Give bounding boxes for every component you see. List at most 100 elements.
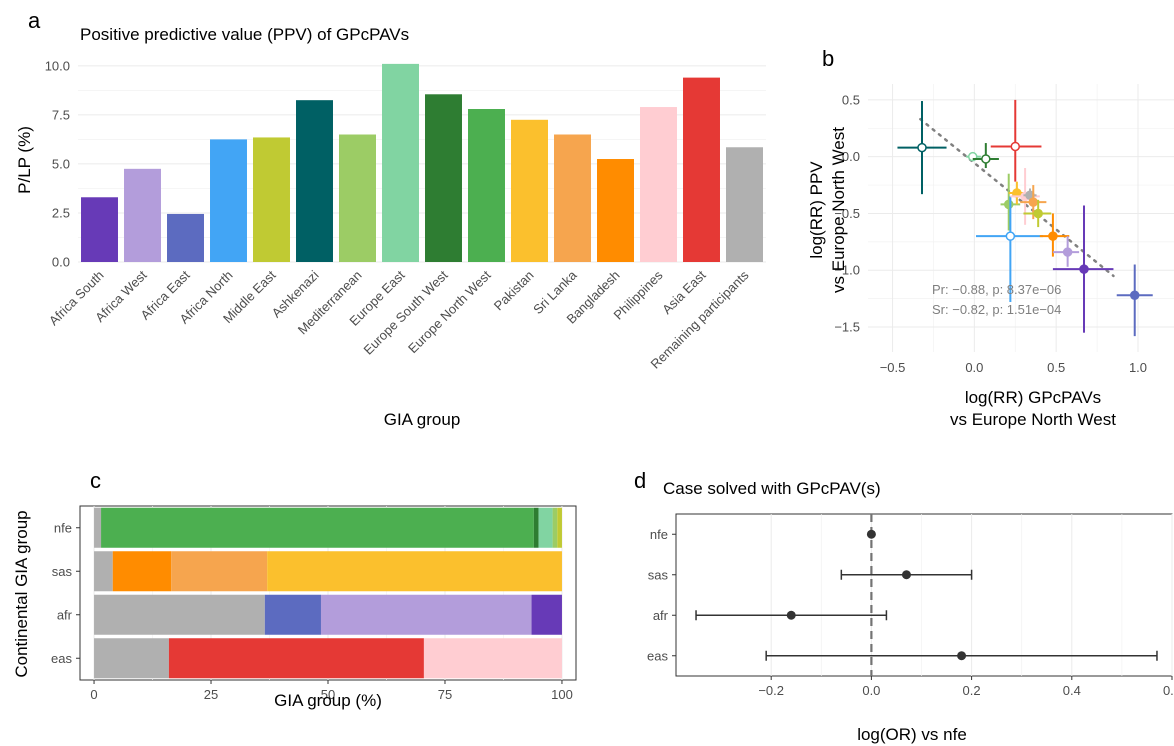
c-segment-nfe-1: [101, 507, 534, 548]
panel-b-ylabel-line2: vs Europe North West: [829, 127, 848, 293]
a-bar-remaining-participants: [726, 147, 763, 262]
panel-a: a Positive predictive value (PPV) of GPc…: [15, 8, 766, 429]
panel-d-title: Case solved with GPcPAV(s): [663, 479, 881, 498]
a-bar-africa-north: [210, 139, 247, 262]
b-xtick-label: 1.0: [1129, 360, 1147, 375]
a-bar-bangladesh: [597, 159, 634, 262]
c-segment-afr-1: [264, 594, 321, 635]
d-ytick-label: sas: [648, 567, 669, 582]
a-bar-africa-west: [124, 168, 161, 262]
d-point-nfe: [866, 529, 876, 539]
panel-d-letter: d: [634, 468, 646, 493]
b-xtick-label: 0.5: [1047, 360, 1065, 375]
b-point-sri-lanka: [1028, 197, 1039, 207]
a-bar-middle-east: [253, 137, 290, 262]
a-bar-sri-lanka: [554, 134, 591, 262]
b-point-asia-east: [1010, 141, 1021, 152]
c-segment-afr-3: [531, 594, 562, 635]
panel-c-xlabel: GIA group (%): [274, 691, 382, 710]
c-segment-nfe-4: [552, 507, 558, 548]
c-xtick-label: 25: [204, 687, 218, 702]
a-xtick-label: Europe North West: [405, 267, 494, 356]
c-segment-eas-2: [423, 638, 562, 679]
b-point-africa-east: [1129, 290, 1140, 300]
panel-b: b −0.5 0.0 0.5 1.0 0.5 0.0 −0.5 −1.0 −1.5 Pr: −0.…: [807, 46, 1174, 429]
a-bar-europe-east: [382, 63, 419, 263]
panel-a-title: Positive predictive value (PPV) of GPcPA…: [80, 25, 409, 44]
c-segment-sas-0: [94, 551, 113, 592]
a-bar-europe-south-west: [425, 94, 462, 263]
b-point-africa-north: [1005, 231, 1016, 241]
c-ytick-label: sas: [52, 564, 73, 579]
c-segment-eas-0: [94, 638, 169, 679]
c-segment-sas-1: [112, 551, 172, 592]
d-point-eas: [957, 651, 967, 661]
b-ytick-label: 0.5: [842, 92, 860, 107]
c-ytick-label: nfe: [54, 520, 72, 535]
b-xtick-label: 0.0: [965, 360, 983, 375]
panel-c-ylabel: Continental GIA group: [12, 510, 31, 677]
panel-b-ylabel: log(RR) PPV: [807, 161, 826, 259]
d-ytick-label: eas: [647, 648, 668, 663]
b-ytick-label: −1.0: [834, 263, 860, 278]
a-ytick-label: 0.0: [52, 255, 70, 270]
d-xtick-label: 0.0: [862, 683, 880, 698]
a-bar-europe-north-west: [468, 109, 505, 262]
c-segment-nfe-3: [538, 507, 553, 548]
c-xtick-label: 0: [90, 687, 97, 702]
c-segment-eas-1: [168, 638, 424, 679]
b-point-ashkenazi: [917, 142, 927, 153]
c-segment-nfe-2: [533, 507, 539, 548]
b-xtick-label: −0.5: [880, 360, 906, 375]
a-bar-ashkenazi: [296, 100, 333, 262]
a-bar-mediterranean: [339, 134, 376, 262]
c-xtick-label: 100: [551, 687, 573, 702]
panel-d: d Case solved with GPcPAV(s) −0.2 0.0 0.2 0…: [634, 468, 1174, 744]
a-bar-africa-south: [81, 197, 118, 262]
a-bar-asia-east: [683, 77, 720, 262]
panel-a-xlabel: GIA group: [384, 410, 461, 429]
c-segment-nfe-5: [557, 507, 562, 548]
b-ytick-label: −0.5: [834, 206, 860, 221]
d-ytick-label: nfe: [650, 527, 668, 542]
panel-a-letter: a: [28, 8, 41, 33]
c-segment-afr-2: [320, 594, 532, 635]
b-ytick-label: −1.5: [834, 320, 860, 335]
b-trend-line: [919, 117, 1115, 278]
b-ytick-label: 0.0: [842, 149, 860, 164]
b-annotation: Pr: −0.88, p: 8.37e−06: [932, 282, 1061, 297]
panel-b-letter: b: [822, 46, 834, 71]
panel-a-ylabel: P/LP (%): [15, 126, 34, 194]
a-ytick-label: 2.5: [52, 205, 70, 220]
a-bar-africa-east: [167, 213, 204, 262]
a-ytick-label: 7.5: [52, 107, 70, 122]
a-bar-philippines: [640, 107, 677, 263]
c-segment-afr-0: [94, 594, 265, 635]
b-point-africa-south: [1079, 264, 1089, 274]
a-ytick-label: 10.0: [45, 58, 70, 73]
d-point-afr: [786, 610, 796, 620]
c-xtick-label: 75: [438, 687, 452, 702]
panel-c-letter: c: [90, 468, 101, 493]
c-segment-sas-2: [171, 551, 268, 592]
panel-b-xlabel: log(RR) GPcPAVs: [965, 388, 1101, 407]
c-segment-sas-3: [267, 551, 562, 592]
b-point-middle-east: [1033, 208, 1043, 219]
d-xtick-label: −0.2: [758, 683, 784, 698]
d-xtick-label: 0.4: [1063, 683, 1081, 698]
c-segment-nfe-0: [94, 507, 102, 548]
b-point-mediterranean: [1003, 199, 1014, 210]
c-xtick-label: 50: [321, 687, 335, 702]
b-point-bangladesh: [1048, 231, 1058, 241]
d-xtick-label: 0.6: [1163, 683, 1174, 698]
panel-c: c 0 25 50 75 100 nfe sas afr eas GIA group (%) C…: [12, 468, 577, 710]
d-point-sas: [901, 570, 911, 580]
a-bar-pakistan: [511, 119, 548, 263]
d-panel-border: [675, 513, 1173, 677]
d-ytick-label: afr: [653, 608, 669, 623]
c-ytick-label: eas: [51, 651, 72, 666]
c-ytick-label: afr: [57, 607, 73, 622]
panel-d-xlabel: log(OR) vs nfe: [857, 725, 967, 744]
d-xtick-label: 0.2: [963, 683, 981, 698]
